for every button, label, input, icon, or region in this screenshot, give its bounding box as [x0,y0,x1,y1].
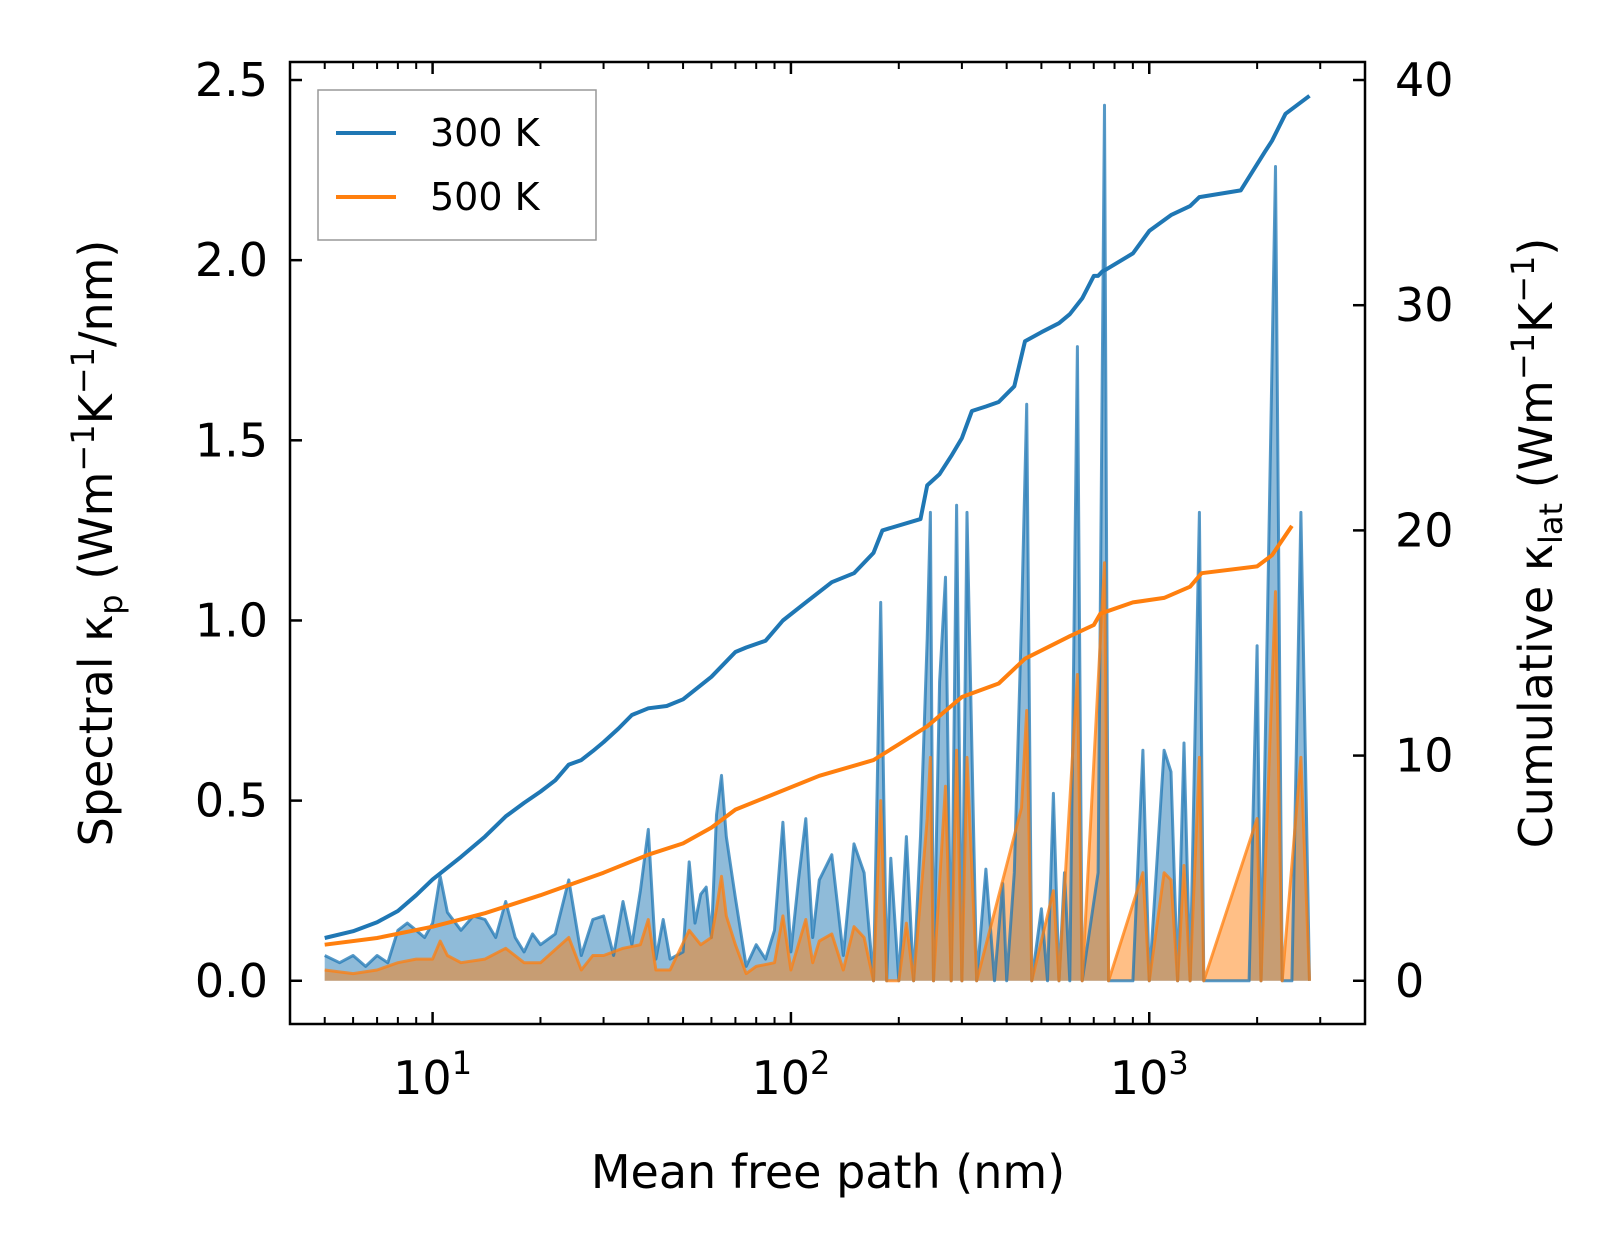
x-axis-label: Mean free path (nm) [591,1145,1065,1199]
legend-box [317,89,597,241]
y-right-label-unit-mid: K [1509,301,1563,333]
y-left-label-unit-mid: K [69,392,123,424]
x-tick-label: 103 [1110,1044,1189,1105]
x-tick-exponent: 1 [452,1044,472,1082]
y-left-label-main: Spectral κ [69,615,123,847]
plot-frame [288,60,1367,1026]
x-tick-base: 10 [393,1051,452,1105]
y-left-tick-label: 1.5 [195,413,268,467]
y-left-label-sup2: −1 [64,347,102,394]
y-right-label-sub: lat [1532,503,1570,544]
y-right-tick-label: 0 [1395,954,1424,1008]
y-left-tick-label: 2.5 [195,53,268,107]
x-tick-label: 102 [751,1044,830,1105]
y-left-tick-label: 0.5 [195,774,268,828]
y-right-label-unit-open: (Wm [1509,380,1563,503]
cumulative-line-300-k [324,94,1311,940]
y-axis-left-label: Spectral κp (Wm−1K−1/nm) [64,240,130,847]
x-tick-base: 10 [751,1051,810,1105]
y-axis-right-label: Cumulative κlat (Wm−1K−1) [1504,238,1570,849]
legend-label-300-k: 300 K [430,111,541,155]
y-left-label-sup1: −1 [64,424,102,471]
y-right-tick-label: 40 [1395,53,1454,107]
spectral-line-300-k [324,103,1311,983]
x-tick-exponent: 3 [1168,1044,1188,1082]
spectral-lines [324,103,1311,983]
y-left-tick-label: 0.0 [195,954,268,1008]
y-right-label-sup2: −1 [1504,256,1542,303]
y-right-label-main: Cumulative κ [1509,544,1563,848]
cumulative-lines [324,94,1311,947]
y-right-tick-label: 30 [1395,278,1454,332]
spectral-line-500-k [324,561,1311,983]
legend-label-500-k: 500 K [430,175,541,219]
y-right-label-sup1: −1 [1504,333,1542,380]
y-right-tick-label: 20 [1395,503,1454,557]
y-right-tick-label: 10 [1395,729,1454,783]
x-tick-base: 10 [1110,1051,1169,1105]
cumulative-line-500-k [324,524,1294,947]
y-left-tick-label: 2.0 [195,233,268,287]
legend: 300 K 500 K [317,89,597,241]
x-tick-label: 101 [393,1044,472,1105]
x-tick-exponent: 2 [810,1044,830,1082]
y-left-label-unit-open: (Wm [69,472,123,595]
y-left-label-unit-close: /nm) [69,240,123,347]
y-right-label-unit-close: ) [1509,238,1563,256]
y-left-tick-label: 1.0 [195,593,268,647]
y-left-label-sub: p [92,594,130,614]
